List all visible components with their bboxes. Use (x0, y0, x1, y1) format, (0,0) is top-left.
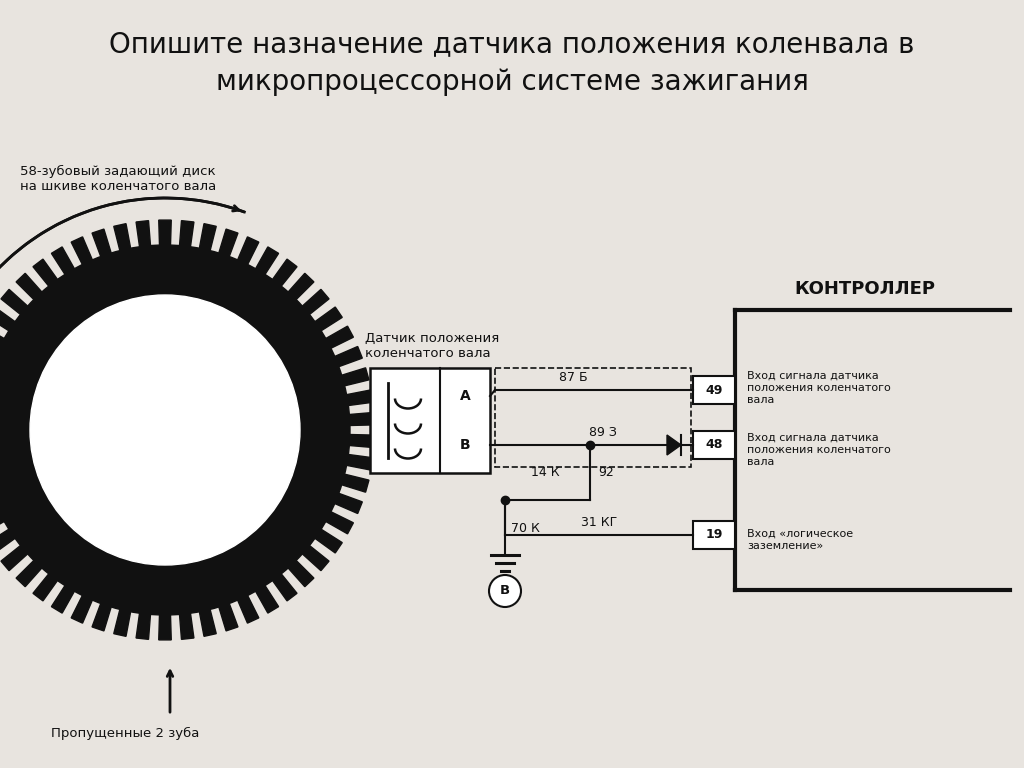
Polygon shape (342, 368, 369, 386)
Polygon shape (179, 613, 194, 639)
Polygon shape (16, 561, 42, 587)
Polygon shape (326, 511, 353, 534)
Polygon shape (200, 610, 216, 637)
Polygon shape (0, 529, 15, 553)
Text: 48: 48 (706, 439, 723, 452)
Text: 92: 92 (598, 466, 613, 479)
Polygon shape (51, 247, 75, 274)
Polygon shape (272, 574, 297, 601)
Text: 70 К: 70 К (511, 521, 540, 535)
Bar (693, 376, 735, 404)
Circle shape (0, 245, 350, 615)
Polygon shape (288, 273, 314, 300)
Polygon shape (342, 474, 369, 492)
Polygon shape (256, 586, 279, 613)
Circle shape (30, 295, 300, 565)
Text: КОНТРОЛЛЕР: КОНТРОЛЛЕР (795, 280, 936, 298)
Polygon shape (349, 435, 375, 448)
Text: А: А (460, 389, 470, 403)
Text: 89 З: 89 З (589, 426, 616, 439)
Bar (693, 521, 735, 549)
Polygon shape (219, 229, 238, 257)
Polygon shape (159, 220, 171, 245)
Text: 31 КГ: 31 КГ (581, 516, 617, 529)
Polygon shape (0, 511, 4, 534)
Polygon shape (33, 574, 57, 601)
Polygon shape (51, 586, 75, 613)
Text: 58-зубовый задающий диск
на шкиве коленчатого вала: 58-зубовый задающий диск на шкиве коленч… (20, 165, 216, 193)
Text: Вход «логическое
заземление»: Вход «логическое заземление» (746, 529, 853, 551)
Polygon shape (335, 346, 362, 366)
Polygon shape (346, 455, 373, 470)
Polygon shape (346, 390, 373, 406)
Polygon shape (0, 326, 4, 348)
Polygon shape (159, 615, 171, 640)
Text: В: В (460, 438, 470, 452)
Polygon shape (315, 307, 342, 331)
Polygon shape (335, 493, 362, 514)
Circle shape (489, 575, 521, 607)
Polygon shape (72, 595, 92, 623)
Polygon shape (219, 604, 238, 631)
Polygon shape (326, 326, 353, 348)
Text: микропроцессорной системе зажигания: микропроцессорной системе зажигания (216, 68, 808, 96)
Polygon shape (667, 435, 681, 455)
Polygon shape (288, 561, 314, 587)
Polygon shape (256, 247, 279, 274)
Polygon shape (179, 220, 194, 247)
Polygon shape (272, 259, 297, 286)
Text: 87 Б: 87 Б (559, 371, 588, 384)
Polygon shape (136, 613, 151, 639)
Polygon shape (0, 307, 15, 331)
Text: 19: 19 (706, 528, 723, 541)
Text: Вход сигнала датчика
положения коленчатого
вала: Вход сигнала датчика положения коленчато… (746, 371, 891, 406)
Polygon shape (114, 223, 131, 250)
Polygon shape (349, 412, 375, 425)
Polygon shape (1, 290, 28, 314)
Polygon shape (238, 595, 259, 623)
Polygon shape (92, 604, 112, 631)
Text: В: В (500, 584, 510, 598)
Bar (693, 431, 735, 459)
Polygon shape (238, 237, 259, 264)
Text: Датчик положения
коленчатого вала: Датчик положения коленчатого вала (365, 332, 500, 360)
Text: Вход сигнала датчика
положения коленчатого
вала: Вход сигнала датчика положения коленчато… (746, 432, 891, 468)
Text: Пропущенные 2 зуба: Пропущенные 2 зуба (51, 727, 200, 740)
Polygon shape (1, 545, 28, 571)
Bar (495, 368, 691, 467)
Polygon shape (16, 273, 42, 300)
Bar (370, 368, 490, 473)
Polygon shape (200, 223, 216, 250)
Text: 14 К: 14 К (531, 466, 560, 479)
Text: 49: 49 (706, 383, 723, 396)
Text: Опишите назначение датчика положения коленвала в: Опишите назначение датчика положения кол… (110, 30, 914, 58)
Polygon shape (136, 220, 151, 247)
Polygon shape (33, 259, 57, 286)
Polygon shape (72, 237, 92, 264)
Polygon shape (302, 545, 329, 571)
Polygon shape (315, 529, 342, 553)
Polygon shape (114, 610, 131, 637)
Polygon shape (302, 290, 329, 314)
Polygon shape (92, 229, 112, 257)
